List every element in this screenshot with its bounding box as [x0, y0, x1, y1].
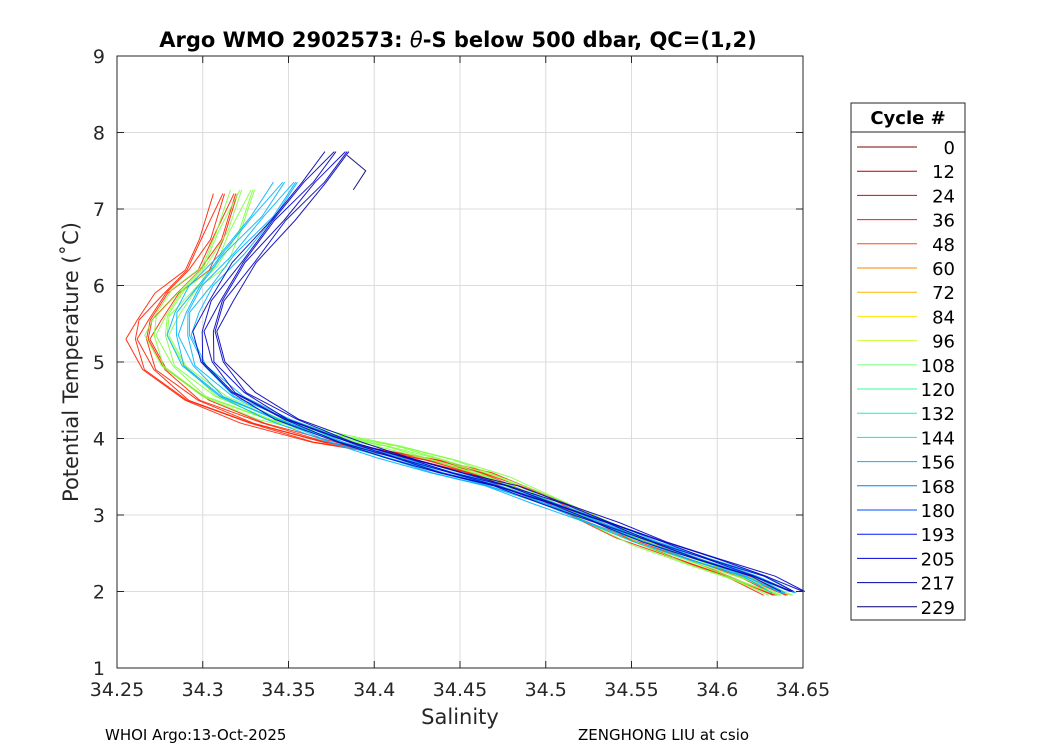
- y-tick-label: 9: [93, 46, 105, 68]
- y-axis-label: Potential Temperature (˚C): [59, 222, 83, 502]
- x-tick-label: 34.3: [182, 679, 224, 701]
- y-tick-label: 5: [93, 352, 105, 374]
- legend-entry-label: 205: [921, 549, 955, 570]
- x-axis-label: Salinity: [421, 705, 499, 729]
- x-tick-label: 34.65: [776, 679, 830, 701]
- profile-line: [203, 151, 793, 592]
- footer-right: ZENGHONG LIU at csio: [578, 726, 749, 744]
- profile-line: [188, 181, 795, 594]
- footer-left: WHOI Argo:13-Oct-2025: [105, 726, 286, 744]
- y-tick-label: 7: [93, 199, 105, 221]
- title-prefix: Argo WMO 2902573:: [159, 28, 410, 52]
- x-tick-label: 34.5: [525, 679, 567, 701]
- profile-line: [166, 181, 773, 594]
- legend-entry-label: 84: [932, 307, 955, 328]
- legend: Cycle # 0 12 24 36 48 60 72 84 96 108 120 132 144 156…: [850, 102, 966, 621]
- x-tick-label: 34.4: [353, 679, 395, 701]
- legend-entry-label: 144: [921, 428, 955, 449]
- profile-line: [192, 151, 782, 592]
- title-theta-symbol: θ: [410, 28, 423, 52]
- profile-line: [214, 151, 804, 592]
- y-tick-label: 3: [93, 505, 105, 527]
- profile-line: [212, 151, 794, 592]
- y-tick-label: 2: [93, 582, 105, 604]
- legend-entry-label: 60: [932, 259, 955, 280]
- profile-line: [201, 151, 791, 592]
- y-tick-label: 8: [93, 123, 105, 145]
- x-tick-label: 34.55: [604, 679, 658, 701]
- legend-entry-label: 120: [921, 380, 955, 401]
- profile-curves: [125, 151, 806, 596]
- title-suffix: -S below 500 dbar, QC=(1,2): [423, 28, 757, 52]
- legend-entry-label: 108: [921, 356, 955, 377]
- legend-entry-label: 229: [921, 598, 955, 619]
- profile-line: [346, 155, 367, 191]
- chart-title: Argo WMO 2902573: θ-S below 500 dbar, QC…: [159, 28, 756, 52]
- x-tick-label: 34.25: [90, 679, 144, 701]
- legend-entry-label: 217: [921, 574, 955, 595]
- profile-line: [216, 151, 806, 592]
- legend-title: Cycle #: [870, 108, 945, 129]
- legend-entry-label: 156: [921, 453, 955, 474]
- legend-entry-label: 180: [921, 501, 955, 522]
- x-tick-label: 34.6: [696, 679, 738, 701]
- y-tick-label: 1: [93, 658, 105, 680]
- profile-line: [125, 193, 764, 596]
- legend-entry-label: 193: [921, 525, 955, 546]
- x-tick-label: 34.45: [433, 679, 487, 701]
- legend-entry-label: 24: [932, 186, 955, 207]
- legend-entry-label: 48: [932, 235, 955, 256]
- legend-entry-label: 96: [932, 332, 955, 353]
- legend-entry-label: 0: [944, 138, 955, 159]
- y-tick-label: 6: [93, 276, 105, 298]
- y-tick-label: 4: [93, 429, 105, 451]
- legend-entry-label: 36: [932, 211, 955, 232]
- legend-entry-label: 72: [932, 283, 955, 304]
- axis-ticks: 34.25 34.3 34.35 34.4 34.45 34.5 34.55 34.6 34.6…: [90, 46, 830, 701]
- legend-entry-label: 132: [921, 404, 955, 425]
- x-tick-label: 34.35: [261, 679, 315, 701]
- legend-entry-label: 168: [921, 477, 955, 498]
- legend-entry-label: 12: [932, 162, 955, 183]
